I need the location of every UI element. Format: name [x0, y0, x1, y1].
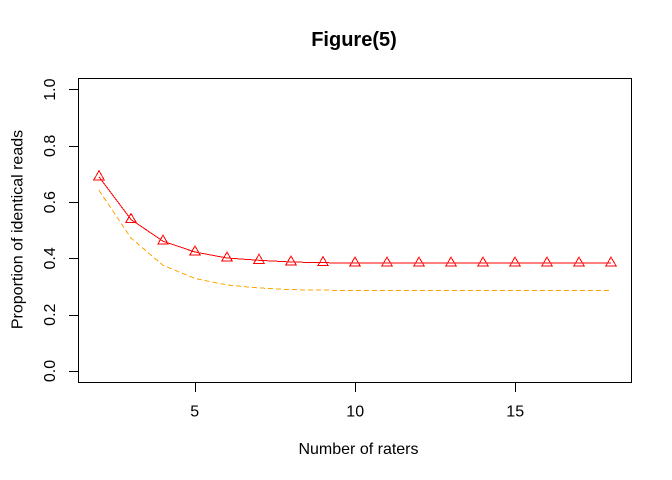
- svg-text:0.8: 0.8: [42, 135, 59, 157]
- svg-text:15: 15: [506, 404, 524, 421]
- svg-text:0.4: 0.4: [42, 247, 59, 269]
- svg-text:0.2: 0.2: [42, 303, 59, 325]
- svg-text:0.6: 0.6: [42, 191, 59, 213]
- svg-text:Proportion of identical reads: Proportion of identical reads: [10, 130, 27, 329]
- svg-text:1.0: 1.0: [42, 78, 59, 100]
- svg-text:Number of raters: Number of raters: [298, 441, 418, 458]
- svg-text:5: 5: [190, 404, 199, 421]
- svg-text:Figure(5): Figure(5): [311, 29, 397, 51]
- svg-text:10: 10: [346, 404, 364, 421]
- svg-text:0.0: 0.0: [42, 360, 59, 382]
